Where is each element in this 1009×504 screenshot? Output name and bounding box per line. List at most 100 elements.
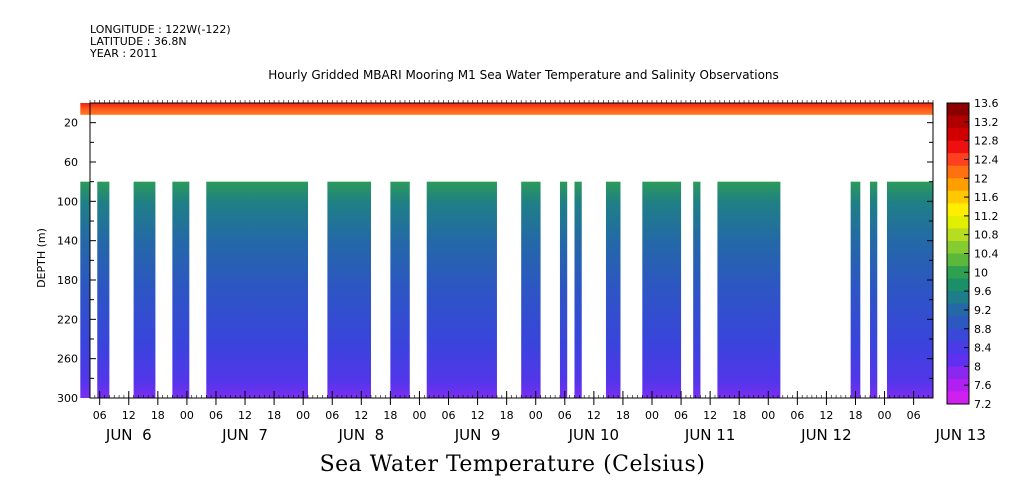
colorbar-label: 12.4 [974,153,999,166]
x-tick-label: 00 [761,409,775,422]
y-tick-label: 60 [64,156,78,169]
x-tick-label: 00 [878,409,892,422]
colorbar-swatch [947,190,969,204]
x-tick-label: 18 [500,409,514,422]
colorbar-label: 11.2 [974,210,999,223]
colorbar-label: 13.2 [974,116,999,129]
colorbar-label: 12.8 [974,135,999,148]
colorbar-swatch [947,165,969,179]
data-segment [642,181,682,398]
x-tick-label: 06 [325,409,339,422]
colorbar-label: 9.6 [974,285,992,298]
metadata-block: LONGITUDE : 122W(-122) LATITUDE : 36.8N … [90,24,231,60]
data-segment [206,181,309,398]
colorbar-swatch [947,391,969,405]
x-tick-label: 00 [296,409,310,422]
data-segment [693,181,701,398]
x-tick-label: 18 [732,409,746,422]
y-tick-label: 300 [57,392,78,405]
x-tick-label: 06 [907,409,921,422]
data-segment [850,181,861,398]
x-tick-label: 06 [558,409,572,422]
colorbar-swatch [947,366,969,380]
x-tick-label: 06 [93,409,107,422]
data-segment [717,181,781,398]
colorbar-label: 8.8 [974,323,992,336]
x-tick-label: 18 [848,409,862,422]
x-day-label: JUN 13 [934,426,985,444]
x-tick-label: 12 [122,409,136,422]
colorbar-label: 7.2 [974,398,992,411]
colorbar-swatch [947,103,969,117]
colorbar-swatch [947,240,969,254]
x-day-label: JUN 11 [684,426,735,444]
colorbar-label: 7.6 [974,379,992,392]
data-segment [97,181,110,398]
colorbar-swatch [947,303,969,317]
x-tick-label: 12 [819,409,833,422]
colorbar-swatch [947,378,969,392]
colorbar-label: 10.4 [974,248,999,261]
x-tick-label: 00 [180,409,194,422]
y-tick-label: 140 [57,235,78,248]
data-segment [390,181,410,398]
colorbar-swatch [947,291,969,305]
colorbar-label: 12 [974,172,988,185]
colorbar-label: 11.6 [974,191,999,204]
data-segment [133,181,156,398]
colorbar-swatch [947,203,969,217]
y-tick-label: 260 [57,353,78,366]
chart-title: Hourly Gridded MBARI Mooring M1 Sea Wate… [268,68,779,82]
colorbar-label: 8.4 [974,342,992,355]
x-tick-label: 06 [790,409,804,422]
colorbar-swatch [947,278,969,292]
colorbar-swatch [947,328,969,342]
data-segment [426,181,497,398]
colorbar-swatch [947,215,969,229]
x-axis-title-container: Sea Water Temperature (Celsius) [0,452,1009,477]
y-axis-label: DEPTH (m) [35,228,48,288]
x-axis-title: Sea Water Temperature (Celsius) [319,452,706,477]
x-tick-label: 12 [238,409,252,422]
x-tick-label: 06 [674,409,688,422]
data-segment [521,181,541,398]
axes: 20 60 100 140 180 220 260 300 06 12 18 00 06 12 18 00 06… [57,100,986,444]
x-day-label: JUN 12 [800,426,851,444]
y-tick-label: 220 [57,313,78,326]
colorbar-swatch [947,140,969,154]
chart-title-container: Hourly Gridded MBARI Mooring M1 Sea Wate… [0,68,1009,82]
data-segment [886,181,933,398]
x-tick-label: 18 [151,409,165,422]
x-tick-label: 12 [471,409,485,422]
data-segment [172,181,190,398]
longitude-label: LONGITUDE : 122W(-122) [90,23,231,36]
x-day-label: JUN 9 [454,426,501,444]
x-day-label: JUN 8 [337,426,384,444]
colorbar-label: 8 [974,360,981,373]
year-label: YEAR : 2011 [90,47,158,60]
colorbar-label: 10 [974,266,988,279]
x-tick-label: 00 [529,409,543,422]
colorbar-swatch [947,353,969,367]
x-tick-label: 18 [616,409,630,422]
x-tick-label: 12 [587,409,601,422]
y-tick-label: 100 [57,195,78,208]
x-tick-label: 18 [383,409,397,422]
colorbar-swatch [947,341,969,355]
colorbar-swatch [947,153,969,167]
colorbar-swatch [947,128,969,142]
x-tick-label: 06 [209,409,223,422]
colorbar-swatch [947,253,969,267]
x-day-label: JUN 7 [221,426,268,444]
data-segment [870,181,878,398]
surface-band [80,103,933,115]
x-tick-label: 12 [354,409,368,422]
colorbar-swatch [947,228,969,242]
x-tick-label: 18 [267,409,281,422]
x-tick-label: 00 [645,409,659,422]
data-segment [605,181,621,398]
y-tick-label: 20 [64,117,78,130]
x-tick-label: 12 [703,409,717,422]
x-day-label: JUN 10 [568,426,619,444]
colorbar-label: 13.6 [974,97,999,110]
